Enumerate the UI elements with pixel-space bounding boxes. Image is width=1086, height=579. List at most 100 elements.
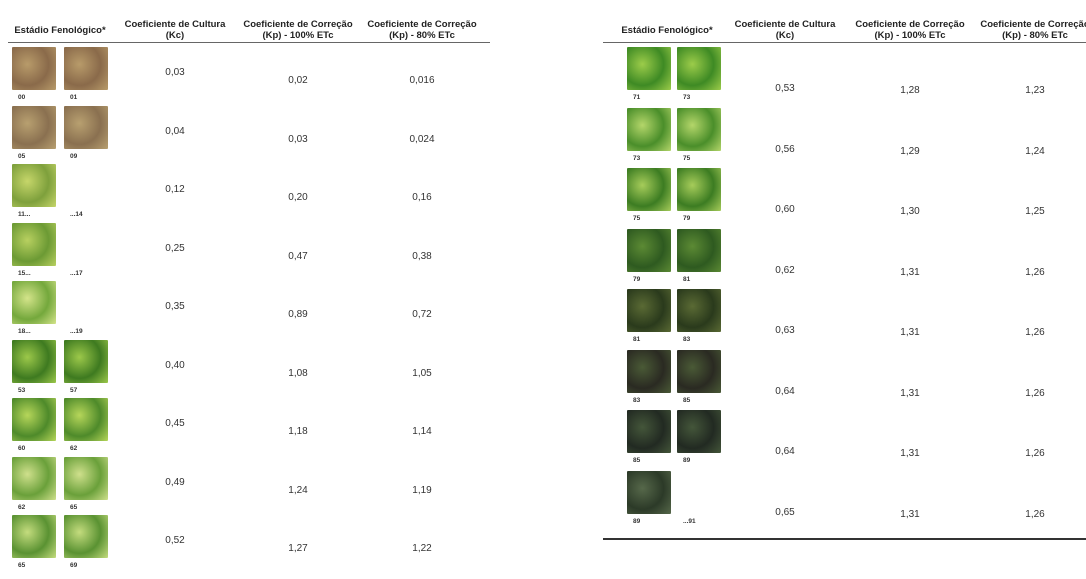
stage-photo xyxy=(12,398,56,441)
kp80-value: 1,26 xyxy=(995,388,1075,399)
kc-value: 0,64 xyxy=(745,446,825,457)
stage-photo xyxy=(627,108,671,151)
stage-photo xyxy=(12,106,56,149)
kp100-value: 1,28 xyxy=(870,85,950,96)
kp80-value: 0,024 xyxy=(382,134,462,145)
kc-value: 0,35 xyxy=(135,301,215,312)
kp100-value: 1,27 xyxy=(258,543,338,554)
kp80-value: 1,19 xyxy=(382,485,462,496)
header-text: Coeficiente de Correção xyxy=(840,19,980,30)
stage-label: 65 xyxy=(70,504,77,511)
stage-photo xyxy=(677,350,721,393)
bottom-rule xyxy=(603,538,1086,540)
kc-value: 0,65 xyxy=(745,507,825,518)
kp100-value: 0,47 xyxy=(258,251,338,262)
stage-photo xyxy=(12,281,56,324)
header-text: (Kc) xyxy=(715,30,855,41)
stage-label: 75 xyxy=(683,155,690,162)
stage-label: 62 xyxy=(70,445,77,452)
kp80-value: 0,38 xyxy=(382,251,462,262)
stage-label: 81 xyxy=(633,336,640,343)
stage-label: 53 xyxy=(18,387,25,394)
stage-photo xyxy=(677,289,721,332)
header-text: (Kp) - 100% ETc xyxy=(228,30,368,41)
stage-photo xyxy=(677,168,721,211)
stage-photo xyxy=(12,515,56,558)
stage-photo xyxy=(627,350,671,393)
kp80-value: 0,16 xyxy=(382,192,462,203)
kp100-value: 0,03 xyxy=(258,134,338,145)
kp80-value: 1,26 xyxy=(995,448,1075,459)
kp100-value: 0,20 xyxy=(258,192,338,203)
kc-value: 0,52 xyxy=(135,535,215,546)
kp80-value: 1,24 xyxy=(995,146,1075,157)
stage-label: 62 xyxy=(18,504,25,511)
stage-photo xyxy=(64,106,108,149)
kc-value: 0,25 xyxy=(135,243,215,254)
kc-value: 0,56 xyxy=(745,144,825,155)
stage-photo xyxy=(64,340,108,383)
stage-label: ...91 xyxy=(683,518,696,525)
kp80-value: 1,22 xyxy=(382,543,462,554)
kp80-value: 1,14 xyxy=(382,426,462,437)
kp100-value: 1,31 xyxy=(870,327,950,338)
stage-photo xyxy=(677,410,721,453)
kc-value: 0,12 xyxy=(135,184,215,195)
kp80-value: 1,05 xyxy=(382,368,462,379)
kp100-value: 1,31 xyxy=(870,509,950,520)
kp80-value: 0,72 xyxy=(382,309,462,320)
kc-value: 0,03 xyxy=(135,67,215,78)
stage-label: 09 xyxy=(70,153,77,160)
kp100-value: 1,30 xyxy=(870,206,950,217)
stage-photo xyxy=(677,229,721,272)
stage-label: 71 xyxy=(633,94,640,101)
stage-label: 83 xyxy=(683,336,690,343)
stage-label: 79 xyxy=(683,215,690,222)
stage-label: 05 xyxy=(18,153,25,160)
stage-label: 00 xyxy=(18,94,25,101)
stage-label: 79 xyxy=(633,276,640,283)
kc-value: 0,04 xyxy=(135,126,215,137)
stage-photo xyxy=(627,410,671,453)
stage-photo xyxy=(12,340,56,383)
stage-label: ...14 xyxy=(70,211,83,218)
kp80-value: 1,25 xyxy=(995,206,1075,217)
kc-value: 0,40 xyxy=(135,360,215,371)
kp100-value: 1,08 xyxy=(258,368,338,379)
kp100-value: 0,89 xyxy=(258,309,338,320)
kp100-value: 1,31 xyxy=(870,267,950,278)
kp80-value: 1,26 xyxy=(995,509,1075,520)
stage-photo xyxy=(627,289,671,332)
stage-photo xyxy=(677,108,721,151)
stage-photo xyxy=(12,223,56,266)
kc-value: 0,63 xyxy=(745,325,825,336)
stage-label: 69 xyxy=(70,562,77,569)
stage-photo xyxy=(64,47,108,90)
kp100-value: 1,31 xyxy=(870,388,950,399)
header-text: (Kp) - 80% ETc xyxy=(965,30,1086,41)
stage-label: 18... xyxy=(18,328,31,335)
header-text: (Kp) - 100% ETc xyxy=(840,30,980,41)
stage-label: ...19 xyxy=(70,328,83,335)
header-text: Coeficiente de Cultura xyxy=(715,19,855,30)
kc-value: 0,49 xyxy=(135,477,215,488)
kp100-value: 1,29 xyxy=(870,146,950,157)
header-text: Coeficiente de Correção xyxy=(352,19,492,30)
stage-photo xyxy=(627,47,671,90)
stage-photo xyxy=(12,457,56,500)
kc-value: 0,45 xyxy=(135,418,215,429)
kp80-value: 0,016 xyxy=(382,75,462,86)
kc-value: 0,64 xyxy=(745,386,825,397)
header-text: Coeficiente de Cultura xyxy=(105,19,245,30)
header-text: Coeficiente de Correção xyxy=(228,19,368,30)
header-rule xyxy=(8,42,490,43)
stage-photo xyxy=(627,471,671,514)
page: Estádio Fenológico*Coeficiente de Cultur… xyxy=(0,0,1086,579)
stage-label: 85 xyxy=(683,397,690,404)
stage-photo xyxy=(12,164,56,207)
kp100-value: 1,18 xyxy=(258,426,338,437)
kc-value: 0,53 xyxy=(745,83,825,94)
kp80-value: 1,23 xyxy=(995,85,1075,96)
stage-label: 65 xyxy=(18,562,25,569)
stage-photo xyxy=(627,168,671,211)
